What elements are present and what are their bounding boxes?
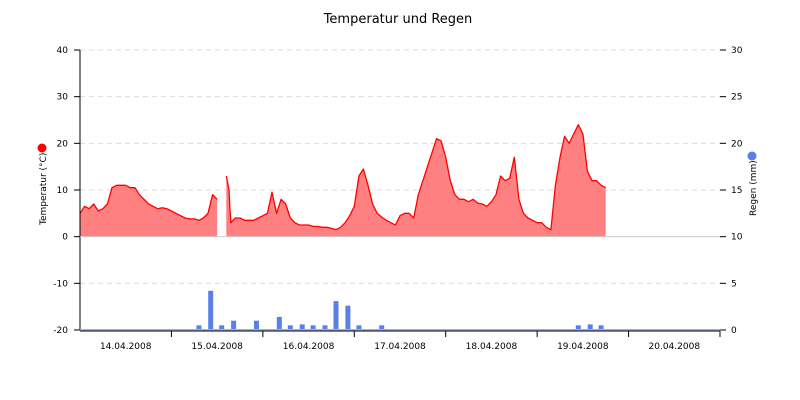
rain-bar bbox=[356, 325, 362, 330]
rain-bar bbox=[587, 324, 593, 330]
left-tick-label: 40 bbox=[57, 46, 69, 56]
x-tick-label: 16.04.2008 bbox=[283, 342, 335, 352]
gridlines bbox=[80, 49, 720, 284]
temperature-area-series bbox=[79, 124, 607, 237]
x-tick-label: 17.04.2008 bbox=[374, 342, 426, 352]
x-tick-label: 19.04.2008 bbox=[557, 342, 609, 352]
left-axis-ticks: 40 30 20 10 0 -10 -20 bbox=[53, 46, 80, 336]
right-axis-title: Regen (mm) bbox=[749, 160, 759, 216]
temperature-legend-dot-icon bbox=[37, 143, 47, 153]
temperature-area-fill bbox=[80, 185, 218, 237]
rain-bar bbox=[345, 305, 351, 330]
rain-bar-series bbox=[196, 290, 604, 330]
rain-bar bbox=[310, 325, 316, 330]
rain-bar bbox=[575, 325, 581, 330]
left-tick-label: 0 bbox=[62, 233, 68, 243]
x-axis-ticks: 14.04.2008 15.04.2008 16.04.2008 17.04.2008… bbox=[100, 331, 721, 352]
rain-bar bbox=[299, 324, 305, 330]
x-tick-label: 14.04.2008 bbox=[100, 342, 152, 352]
x-tick-label: 18.04.2008 bbox=[466, 342, 518, 352]
chart-title: Temperatur und Regen bbox=[323, 12, 473, 27]
rain-bar bbox=[231, 320, 237, 330]
temperature-line bbox=[225, 124, 607, 231]
right-tick-label: 5 bbox=[731, 279, 737, 289]
rain-bar bbox=[208, 290, 214, 330]
right-tick-label: 30 bbox=[731, 46, 743, 56]
temperature-area-fill bbox=[226, 124, 606, 237]
rain-bar bbox=[333, 301, 339, 330]
right-tick-label: 10 bbox=[731, 233, 743, 243]
rain-bar bbox=[219, 325, 225, 330]
rain-legend-dot-icon bbox=[747, 151, 757, 161]
x-tick-label: 15.04.2008 bbox=[191, 342, 243, 352]
left-tick-label: -10 bbox=[53, 279, 68, 289]
left-tick-label: 10 bbox=[57, 186, 69, 196]
rain-bar bbox=[254, 320, 259, 330]
rain-bar bbox=[379, 325, 385, 330]
right-tick-label: 20 bbox=[731, 139, 743, 149]
rain-bar bbox=[287, 325, 293, 330]
right-tick-label: 25 bbox=[731, 93, 742, 103]
right-tick-label: 15 bbox=[731, 186, 742, 196]
left-tick-label: 30 bbox=[57, 93, 69, 103]
x-tick-label: 20.04.2008 bbox=[649, 342, 701, 352]
right-axis-ticks: 30 25 20 15 10 5 0 bbox=[720, 46, 743, 336]
right-tick-label: 0 bbox=[731, 326, 737, 336]
left-tick-label: -20 bbox=[53, 326, 68, 336]
rain-bar bbox=[598, 325, 604, 330]
left-axis-title: Temperatur (°C) bbox=[39, 153, 49, 226]
rain-bar bbox=[322, 325, 328, 330]
temperature-line bbox=[79, 184, 218, 221]
left-tick-label: 20 bbox=[57, 139, 69, 149]
rain-bar bbox=[196, 325, 202, 330]
rain-bar bbox=[276, 316, 282, 330]
